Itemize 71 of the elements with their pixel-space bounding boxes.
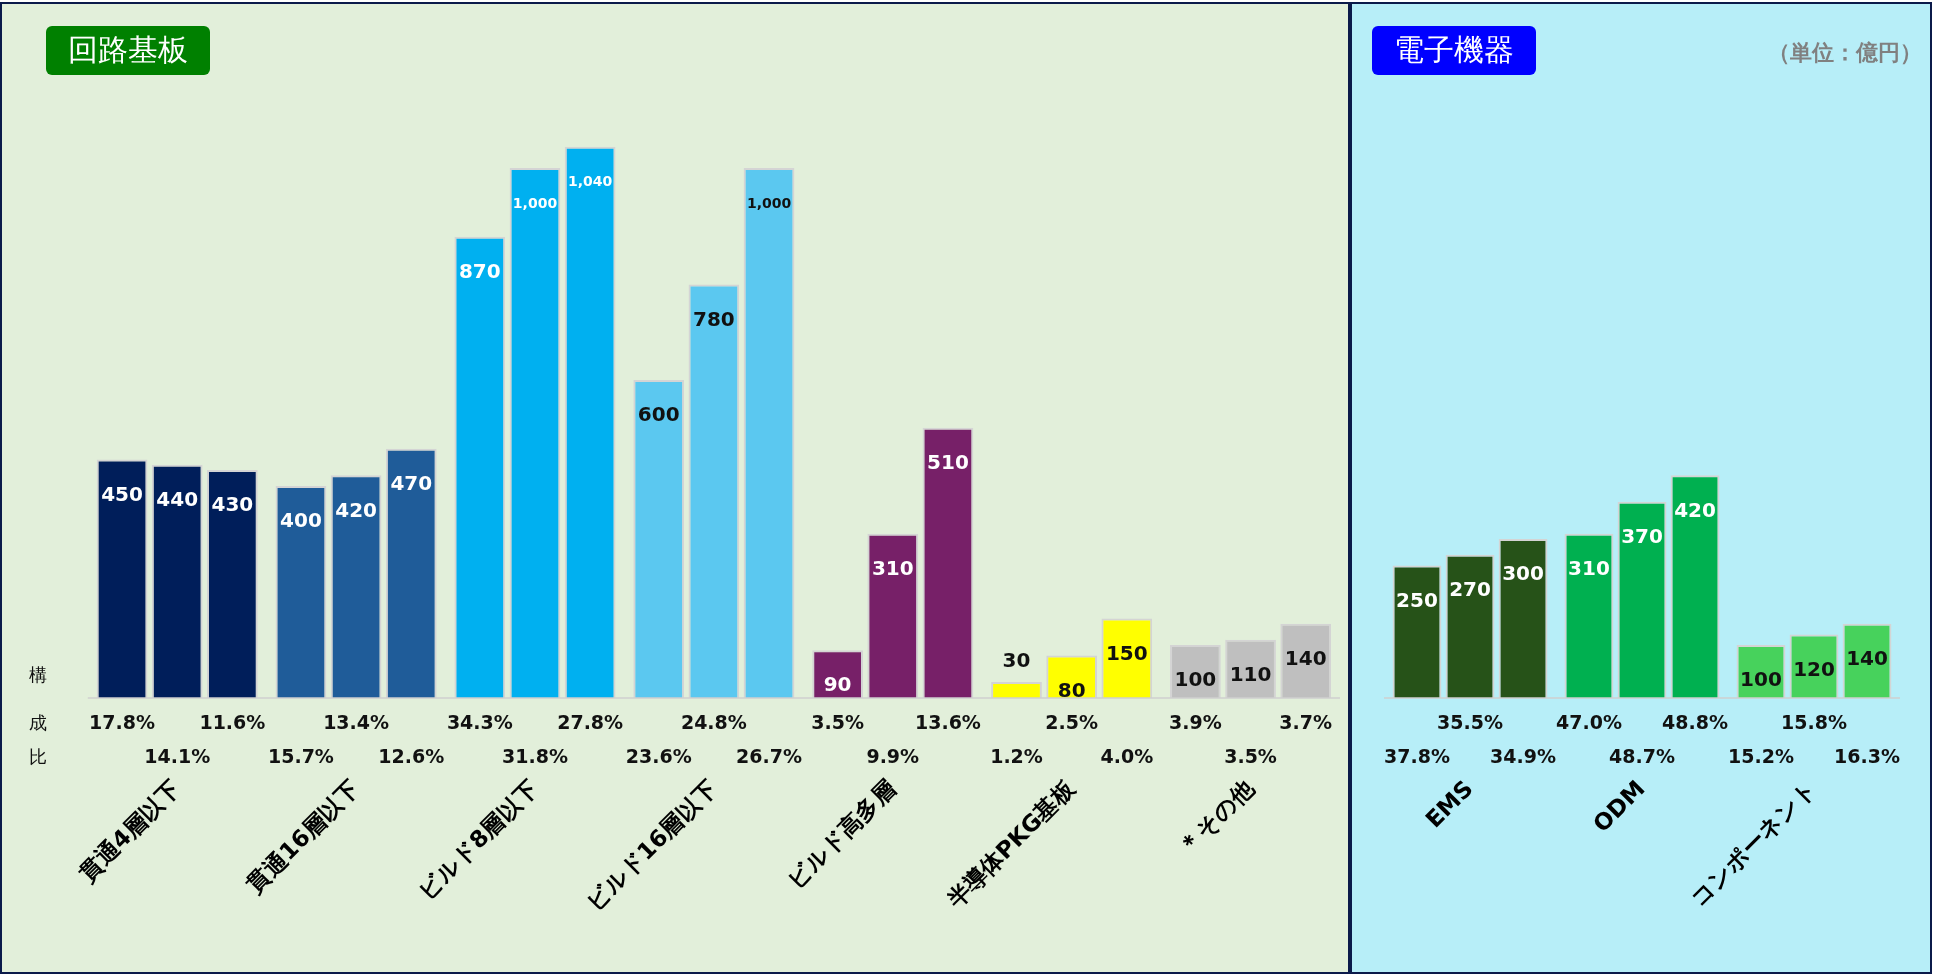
chart-subtitle: （単位：億円） (1768, 39, 1922, 67)
x-tick-label: ビルド16層以下 (580, 775, 722, 916)
data-label: 300 (1502, 561, 1544, 586)
data-label: 420 (335, 497, 377, 522)
chart-title: 電子機器 (1372, 26, 1536, 75)
text: 48.7% (1609, 744, 1675, 767)
x-tick-label: 貫通16層以下 (240, 775, 364, 899)
data-label: 310 (1568, 555, 1610, 580)
text: 3.5% (811, 710, 864, 733)
text: 15.7% (267, 744, 334, 767)
data-label: 250 (1396, 587, 1438, 612)
text: 11.6% (199, 710, 266, 733)
text: 3.9% (1169, 710, 1222, 733)
text: 3.7% (1279, 710, 1333, 733)
data-label: 420 (1674, 497, 1716, 522)
x-tick-label: ビルド8層以下 (413, 775, 543, 905)
data-label: 440 (156, 486, 199, 511)
data-label: 470 (390, 471, 433, 496)
text: 34.3% (446, 710, 513, 733)
text: 14.1% (144, 744, 211, 767)
chart-title: 回路基板 (46, 26, 210, 75)
x-tick-label: ビルド高多層 (782, 775, 901, 894)
text: 23.6% (625, 744, 692, 767)
data-label: 80 (1057, 677, 1086, 702)
text: 12.6% (378, 744, 445, 767)
text: 1.2% (990, 744, 1043, 767)
data-label: 100 (1740, 667, 1782, 692)
data-label: 140 (1284, 645, 1327, 670)
data-label: 400 (280, 508, 322, 533)
text: 2.5% (1045, 710, 1099, 733)
data-label: 1,000 (746, 194, 792, 211)
data-label: 780 (693, 306, 735, 331)
data-label: 600 (637, 402, 680, 427)
x-tick-label: ＊その他 (1173, 774, 1260, 860)
data-label: 30 (1002, 648, 1031, 673)
text: 37.8% (1384, 744, 1450, 767)
data-label: 110 (1229, 661, 1272, 686)
text: 15.2% (1728, 744, 1794, 767)
text: 13.6% (914, 710, 981, 733)
text: 構成比 (29, 663, 47, 767)
text: 27.8% (557, 710, 624, 733)
data-label: 140 (1846, 645, 1888, 670)
text: 35.5% (1437, 710, 1503, 733)
text: 9.9% (866, 744, 920, 767)
data-label: 270 (1449, 577, 1491, 602)
data-label: 90 (823, 672, 852, 697)
text: 31.8% (502, 744, 568, 767)
data-label: 450 (101, 481, 143, 506)
data-label: 370 (1621, 524, 1663, 549)
text: 17.8% (89, 710, 156, 733)
text: 24.8% (680, 710, 747, 733)
data-label: 870 (458, 259, 501, 284)
data-label: 430 (211, 492, 254, 517)
text: 16.3% (1834, 744, 1900, 767)
text: 47.0% (1556, 710, 1622, 733)
data-label: 510 (927, 449, 969, 474)
data-label: 120 (1793, 656, 1835, 681)
text: 48.8% (1662, 710, 1728, 733)
text: 3.5% (1224, 744, 1277, 767)
x-tick-label: コンポーネント (1685, 775, 1822, 912)
data-label: 310 (871, 555, 914, 580)
text: 4.0% (1100, 744, 1154, 767)
data-label: 150 (1105, 640, 1148, 665)
text: 26.7% (736, 744, 802, 767)
data-label: 100 (1174, 667, 1217, 692)
text: 15.8% (1781, 710, 1847, 733)
text: 13.4% (323, 710, 390, 733)
text: 34.9% (1490, 744, 1556, 767)
x-tick-label: 貫通4層以下 (73, 775, 185, 887)
data-label: 1,040 (568, 173, 613, 190)
data-label: 1,000 (512, 194, 558, 211)
